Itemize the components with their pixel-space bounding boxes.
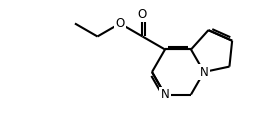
Text: O: O bbox=[115, 17, 125, 30]
Text: O: O bbox=[138, 8, 147, 21]
Text: N: N bbox=[200, 66, 208, 79]
Text: N: N bbox=[161, 88, 169, 101]
